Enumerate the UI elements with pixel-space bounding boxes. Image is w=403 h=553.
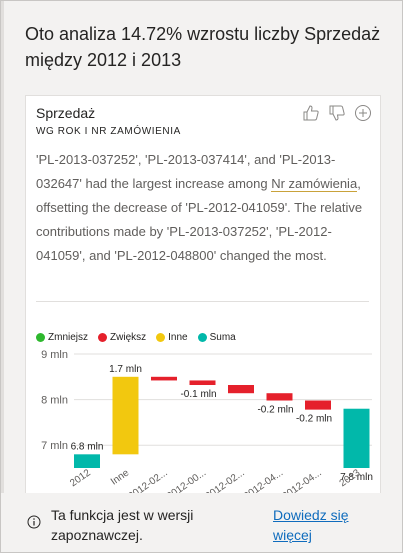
field-link-nr-zamowienia[interactable]: Nr zamówienia: [271, 176, 358, 192]
waterfall-bar[interactable]: [112, 376, 139, 455]
legend-item[interactable]: Inne: [156, 332, 188, 343]
y-tick-label: 9 mln: [41, 349, 68, 361]
card-actions: [302, 104, 372, 122]
legend-item[interactable]: Zmniejsz: [36, 332, 88, 343]
legend-dot: [36, 333, 45, 342]
narrative-text-1: 'PL-2013-037252', 'PL-2013-037414', and …: [36, 152, 336, 191]
waterfall-bar[interactable]: [266, 393, 293, 401]
insight-card[interactable]: Sprzedaż WG ROK I NR ZAMÓWIENIA 'PL-2013…: [25, 95, 381, 495]
data-label: 6.8 mln: [71, 441, 104, 452]
learn-more-link[interactable]: Dowiedz się więcej: [273, 507, 349, 543]
legend-item[interactable]: Zwiększ: [98, 332, 146, 343]
legend-dot: [156, 333, 166, 342]
info-icon: [27, 515, 41, 529]
legend-dot: [98, 333, 108, 342]
waterfall-bar[interactable]: [189, 380, 216, 386]
y-tick-label: 7 mln: [41, 440, 68, 452]
waterfall-bar[interactable]: [343, 408, 370, 468]
insight-narrative: 'PL-2013-037252', 'PL-2013-037414', and …: [36, 148, 368, 268]
y-tick-label: 8 mln: [41, 395, 68, 407]
data-label: -0.1 mln: [180, 389, 216, 400]
preview-notice: Ta funkcja jest w wersji zapoznawczej.: [51, 507, 194, 543]
thumbs-down-icon[interactable]: [328, 104, 346, 122]
x-tick-label: 2012: [68, 467, 93, 489]
x-tick-label: Inne: [109, 467, 132, 487]
card-subtitle: WG ROK I NR ZAMÓWIENIA: [36, 126, 181, 137]
narrative-text-2: , offsetting the decrease of 'PL-2012-04…: [36, 176, 363, 263]
card-title: Sprzedaż: [36, 105, 96, 121]
legend-label: Zwiększ: [110, 332, 147, 343]
legend-label: Inne: [168, 332, 188, 343]
legend-label: Zmniejsz: [48, 332, 89, 343]
preview-footer: Ta funkcja jest w wersji zapoznawczej. D…: [1, 493, 402, 552]
waterfall-bar[interactable]: [228, 385, 254, 394]
data-label: 7.8 mln: [340, 472, 373, 483]
insight-heading: Oto analiza 14.72% wzrostu liczby Sprzed…: [25, 24, 381, 70]
data-label: 1.7 mln: [109, 364, 142, 375]
add-icon[interactable]: [354, 104, 372, 122]
waterfall-bar[interactable]: [74, 454, 100, 468]
legend-dot: [197, 333, 207, 342]
waterfall-bar[interactable]: [305, 400, 331, 410]
panel-left-border: [1, 1, 4, 552]
x-tick-label: 2013: [338, 467, 363, 489]
legend-label: Suma: [209, 332, 236, 343]
thumbs-up-icon[interactable]: [302, 104, 320, 122]
waterfall-bar[interactable]: [151, 376, 177, 381]
divider: [36, 301, 369, 302]
legend-item[interactable]: Suma: [197, 332, 236, 343]
data-label: -0.2 mln: [296, 414, 332, 425]
data-label: -0.2 mln: [257, 405, 293, 416]
chart-legend: Zmniejsz Zwiększ Inne Suma: [36, 332, 236, 343]
